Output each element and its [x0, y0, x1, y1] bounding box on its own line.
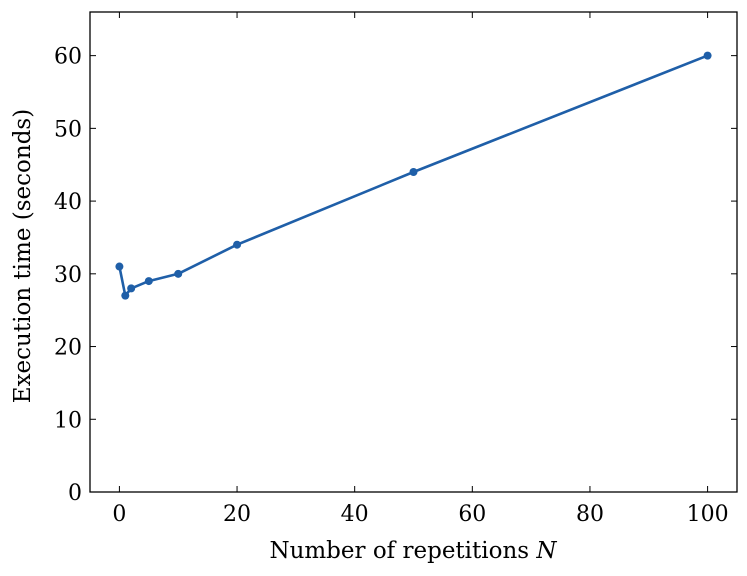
data-point [144, 277, 153, 286]
data-point [115, 262, 124, 271]
y-tick-label: 30 [54, 263, 82, 288]
y-tick-label: 0 [68, 481, 82, 506]
data-point [703, 51, 712, 60]
plot-area [89, 11, 738, 493]
x-tick-label: 0 [112, 502, 126, 527]
x-tick-label: 80 [576, 502, 604, 527]
y-tick-label: 50 [54, 117, 82, 142]
y-tick-label: 40 [54, 190, 82, 215]
x-axis-ticks: 0 20 40 60 80 100 [112, 12, 729, 527]
series-layer [115, 51, 712, 300]
data-point [233, 240, 242, 249]
data-point [174, 269, 183, 278]
y-axis-title: Execution time (seconds) [10, 109, 36, 403]
x-axis-title: Number of repetitions N [269, 538, 557, 564]
x-tick-label: 60 [458, 502, 486, 527]
data-point [127, 284, 136, 293]
data-point [121, 291, 130, 300]
x-tick-label: 40 [341, 502, 369, 527]
x-tick-label: 20 [223, 502, 251, 527]
plot-frame [89, 11, 738, 493]
y-tick-label: 60 [54, 45, 82, 70]
data-point [409, 168, 418, 176]
y-tick-label: 20 [54, 336, 82, 361]
x-tick-label: 100 [687, 502, 729, 527]
y-tick-label: 10 [54, 408, 82, 433]
y-axis-ticks: 0 10 20 30 40 50 60 [54, 45, 737, 506]
